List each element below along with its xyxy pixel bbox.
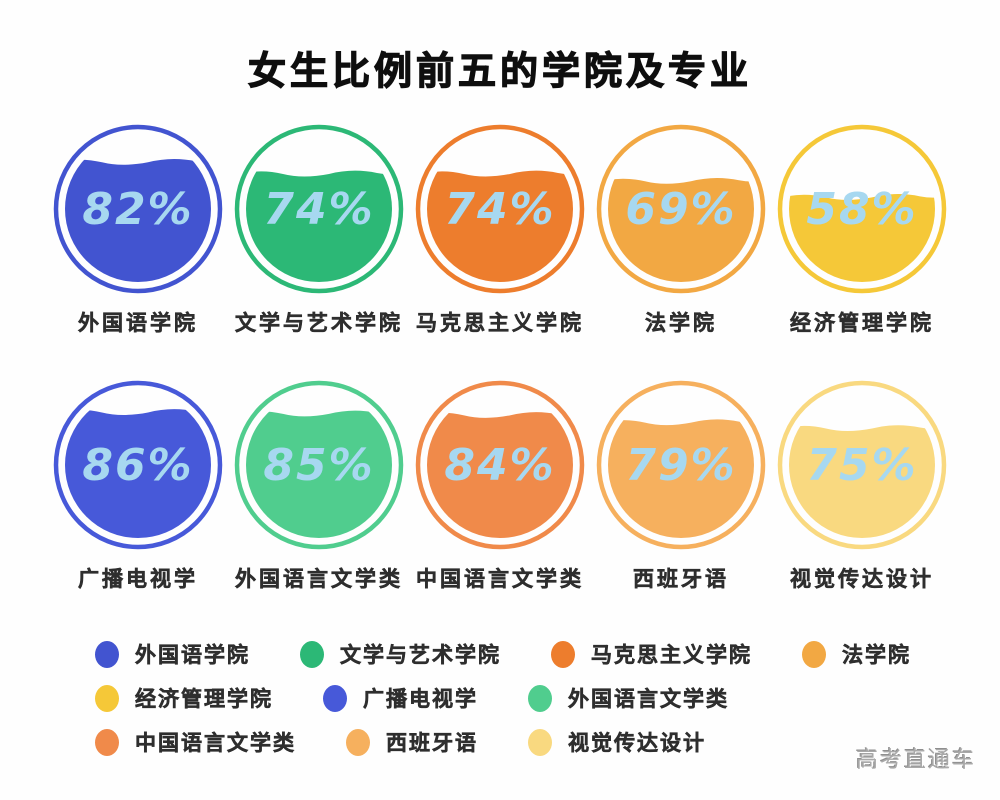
legend-item-label: 视觉传达设计	[568, 731, 706, 756]
svg-text:84%: 84%	[444, 440, 555, 491]
legend-dot	[300, 640, 324, 668]
legend-item: 西班牙语	[346, 727, 478, 757]
gauge-circle: 58%	[776, 123, 948, 295]
legend-dot	[551, 640, 575, 668]
legend-item: 经济管理学院	[95, 683, 273, 713]
legend-item-label: 广播电视学	[363, 687, 478, 712]
legend-dot	[528, 728, 552, 756]
legend-item: 马克思主义学院	[551, 639, 752, 669]
liquid-gauge-waiguoyu: 82% 外国语学院	[52, 123, 224, 337]
gauge-circle: 74%	[414, 123, 586, 295]
legend-dot	[95, 640, 119, 668]
liquid-gauge-guangbodianshi: 86% 广播电视学	[52, 379, 224, 593]
liquid-gauge-waiguoyuyanwenxue: 85% 外国语言文学类	[233, 379, 405, 593]
legend-item-label: 西班牙语	[386, 731, 478, 756]
svg-text:74%: 74%	[444, 184, 555, 235]
legend-item-label: 中国语言文学类	[135, 731, 296, 756]
gauge-circle: 79%	[595, 379, 767, 551]
svg-text:74%: 74%	[263, 184, 374, 235]
gauge-label: 文学与艺术学院	[235, 311, 403, 336]
gauge-circle: 69%	[595, 123, 767, 295]
liquid-gauge-jingjiguanli: 58% 经济管理学院	[776, 123, 948, 337]
legend-item-label: 外国语言文学类	[568, 687, 729, 712]
chart-title: 女生比例前五的学院及专业	[247, 48, 752, 93]
legend-item: 广播电视学	[323, 683, 478, 713]
gauge-label: 经济管理学院	[790, 311, 934, 336]
svg-text:75%: 75%	[806, 440, 917, 491]
legend-row-3: 中国语言文学类 西班牙语 视觉传达设计	[95, 727, 1000, 757]
svg-text:79%: 79%	[625, 440, 736, 491]
legend-row-1: 外国语学院 文学与艺术学院 马克思主义学院 法学院	[95, 639, 1000, 669]
legend-dot	[346, 728, 370, 756]
svg-text:82%: 82%	[82, 184, 193, 235]
legend-item: 中国语言文学类	[95, 727, 296, 757]
legend-item: 外国语言文学类	[528, 683, 729, 713]
legend-item-label: 马克思主义学院	[591, 643, 752, 668]
legend-dot	[323, 684, 347, 712]
liquid-gauge-makesizhuyi: 74% 马克思主义学院	[414, 123, 586, 337]
liquid-gauge-zhongguoyuyanwenxue: 84% 中国语言文学类	[414, 379, 586, 593]
gauge-label: 外国语言文学类	[235, 567, 403, 592]
gauge-label: 广播电视学	[78, 567, 198, 592]
legend-item: 法学院	[802, 639, 911, 669]
liquid-gauge-wenxueyishu: 74% 文学与艺术学院	[233, 123, 405, 337]
liquid-gauge-shijuechuanda: 75% 视觉传达设计	[776, 379, 948, 593]
liquid-gauge-xibanyayu: 79% 西班牙语	[595, 379, 767, 593]
legend-dot	[802, 640, 826, 668]
svg-text:85%: 85%	[263, 440, 374, 491]
legend-item: 文学与艺术学院	[300, 639, 501, 669]
gauge-label: 外国语学院	[78, 311, 198, 336]
gauge-label: 西班牙语	[633, 567, 729, 592]
legend-item: 外国语学院	[95, 639, 250, 669]
liquid-gauge-faxueyuan: 69% 法学院	[595, 123, 767, 337]
legend-dot	[528, 684, 552, 712]
legend-item-label: 文学与艺术学院	[340, 643, 501, 668]
svg-text:58%: 58%	[806, 184, 917, 235]
legend-item-label: 外国语学院	[135, 643, 250, 668]
legend-dot	[95, 684, 119, 712]
svg-text:69%: 69%	[625, 184, 736, 235]
svg-text:86%: 86%	[82, 440, 193, 491]
legend-item: 视觉传达设计	[528, 727, 706, 757]
gauge-circle: 86%	[52, 379, 224, 551]
gauge-label: 中国语言文学类	[416, 567, 584, 592]
legend: 外国语学院 文学与艺术学院 马克思主义学院 法学院 经济管理学院 广播	[0, 639, 1000, 757]
gauge-label: 视觉传达设计	[790, 567, 934, 592]
legend-item-label: 经济管理学院	[135, 687, 273, 712]
gauge-circle: 75%	[776, 379, 948, 551]
legend-item-label: 法学院	[842, 643, 911, 668]
gauge-row-1: 82% 外国语学院 74% 文学与艺术学院 74% 马克思主义学院 69% 法学…	[0, 123, 1000, 337]
legend-row-2: 经济管理学院 广播电视学 外国语言文学类	[95, 683, 1000, 713]
gauge-row-2: 86% 广播电视学 85% 外国语言文学类 84% 中国语言文学类 79% 西班…	[0, 379, 1000, 593]
gauge-circle: 74%	[233, 123, 405, 295]
gauge-label: 法学院	[645, 311, 717, 336]
gauge-circle: 84%	[414, 379, 586, 551]
gauge-circle: 85%	[233, 379, 405, 551]
watermark: 高考直通车	[855, 748, 976, 773]
gauge-circle: 82%	[52, 123, 224, 295]
legend-dot	[95, 728, 119, 756]
gauge-label: 马克思主义学院	[416, 311, 584, 336]
